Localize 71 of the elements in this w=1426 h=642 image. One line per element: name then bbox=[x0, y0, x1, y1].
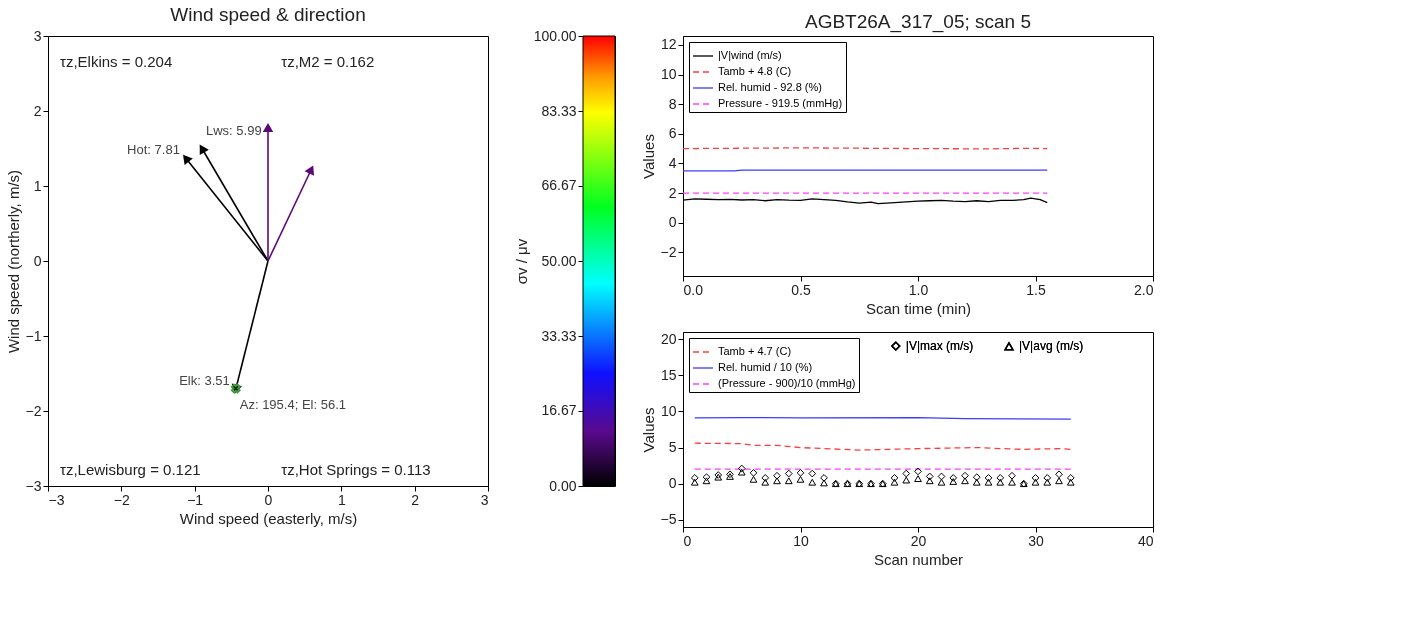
annotation: Lws: 5.99 bbox=[206, 122, 262, 138]
x-tick-label: 1 bbox=[337, 491, 346, 508]
annotation: Elk: 3.51 bbox=[179, 373, 230, 389]
y-tick-label: 12 bbox=[660, 36, 677, 53]
y-tick-label: 20 bbox=[660, 330, 677, 347]
y-tick-label: 10 bbox=[660, 402, 677, 419]
x-tick-label: −1 bbox=[187, 491, 204, 508]
x-tick-label: 0 bbox=[264, 491, 273, 508]
annotation: τz,Lewisburg = 0.121 bbox=[60, 461, 201, 478]
y-tick-label: −2 bbox=[25, 402, 42, 419]
annotation: τz,Elkins = 0.204 bbox=[60, 53, 173, 70]
chart-title: Wind speed & direction bbox=[170, 4, 366, 25]
legend-label: Pressure - 919.5 (mmHg) bbox=[718, 97, 843, 109]
legend-label: Tamb + 4.8 (C) bbox=[718, 65, 792, 77]
y-tick-label: −2 bbox=[660, 243, 677, 260]
legend-label: |V|wind (m/s) bbox=[718, 49, 782, 61]
y-tick-label: 15 bbox=[660, 366, 677, 383]
x-axis-title: Scan time (min) bbox=[865, 299, 972, 317]
y-tick-label: 2 bbox=[33, 102, 42, 119]
x-tick-label: −2 bbox=[113, 491, 131, 508]
color-bar-label: 16.67 bbox=[541, 402, 577, 419]
color-bar-label: 100.00 bbox=[533, 27, 577, 44]
color-bar-label: 33.33 bbox=[541, 327, 577, 344]
y-tick-label: 4 bbox=[668, 154, 677, 171]
x-tick-label: 30 bbox=[1028, 532, 1044, 549]
x-tick-label: 3 bbox=[480, 491, 489, 508]
y-tick-label: 2 bbox=[668, 184, 677, 201]
y-tick-label: 8 bbox=[668, 95, 677, 112]
x-tick-label: 2 bbox=[411, 491, 420, 508]
x-tick-label: 0.0 bbox=[683, 281, 704, 298]
legend-label: |V|avg (m/s) bbox=[1019, 339, 1084, 354]
chart-title: AGBT26A_317_05; scan 5 bbox=[804, 11, 1032, 33]
y-axis-title: Wind speed (northerly, m/s) bbox=[4, 169, 22, 354]
x-tick-label: 0.5 bbox=[791, 281, 811, 298]
x-tick-label: 2.0 bbox=[1134, 281, 1154, 298]
y-tick-label: 0 bbox=[33, 252, 42, 269]
annotation: τz,Hot Springs = 0.113 bbox=[281, 461, 431, 478]
y-tick-label: 3 bbox=[33, 27, 42, 44]
y-tick-label: −5 bbox=[660, 511, 677, 528]
legend-label: |V|max (m/s) bbox=[905, 339, 974, 354]
x-axis-title: Wind speed (easterly, m/s) bbox=[179, 509, 358, 527]
y-tick-label: 6 bbox=[668, 125, 677, 142]
annotation: Az: 195.4; El: 56.1 bbox=[239, 396, 346, 412]
color-bar-label: 0.00 bbox=[549, 477, 577, 494]
y-tick-label: 0 bbox=[668, 475, 677, 492]
color-bar-label: 50.00 bbox=[541, 252, 577, 269]
x-tick-label: 20 bbox=[910, 532, 927, 549]
y-tick-label: 0 bbox=[668, 214, 677, 231]
y-tick-label: −3 bbox=[25, 477, 42, 494]
legend-label: Tamb + 4.7 (C) bbox=[718, 345, 792, 357]
annotation: Hot: 7.81 bbox=[127, 142, 180, 158]
y-axis-title: Values bbox=[639, 134, 657, 179]
x-axis-title: Scan number bbox=[873, 550, 964, 568]
x-tick-label: 0 bbox=[683, 532, 692, 549]
y-tick-label: 5 bbox=[668, 439, 677, 456]
legend-label: Rel. humid - 92.8 (%) bbox=[718, 81, 822, 93]
color-bar-label: 66.67 bbox=[541, 177, 577, 194]
x-tick-label: 10 bbox=[793, 532, 809, 549]
y-tick-label: 10 bbox=[660, 66, 677, 83]
x-tick-label: 1.5 bbox=[1026, 281, 1046, 298]
color-bar-label: 83.33 bbox=[541, 102, 577, 119]
x-tick-label: −3 bbox=[48, 491, 65, 508]
y-tick-label: 1 bbox=[33, 177, 42, 194]
annotation: τz,M2 = 0.162 bbox=[281, 53, 375, 70]
x-tick-label: 1.0 bbox=[908, 281, 929, 298]
x-tick-label: 40 bbox=[1137, 532, 1154, 549]
y-tick-label: −1 bbox=[25, 327, 42, 344]
legend-label: (Pressure - 900)/10 (mmHg) bbox=[718, 377, 856, 389]
legend-label: Rel. humid / 10 (%) bbox=[718, 361, 813, 373]
color-bar-title: σv / μv bbox=[512, 238, 530, 285]
y-axis-title: Values bbox=[639, 407, 657, 453]
